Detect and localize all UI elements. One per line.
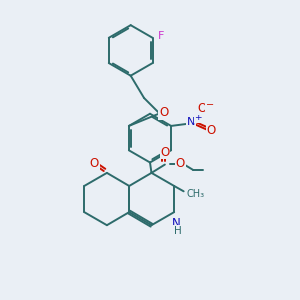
Text: O: O: [197, 102, 207, 115]
Text: −: −: [206, 100, 214, 110]
Text: N: N: [187, 117, 195, 127]
Text: O: O: [176, 157, 185, 169]
Text: H: H: [174, 226, 182, 236]
Text: O: O: [206, 124, 216, 136]
Text: O: O: [160, 146, 170, 159]
Text: O: O: [90, 157, 99, 170]
Text: O: O: [159, 106, 168, 119]
Text: F: F: [158, 31, 164, 41]
Text: N: N: [172, 217, 181, 230]
Text: CH₃: CH₃: [187, 189, 205, 199]
Text: +: +: [194, 113, 202, 122]
